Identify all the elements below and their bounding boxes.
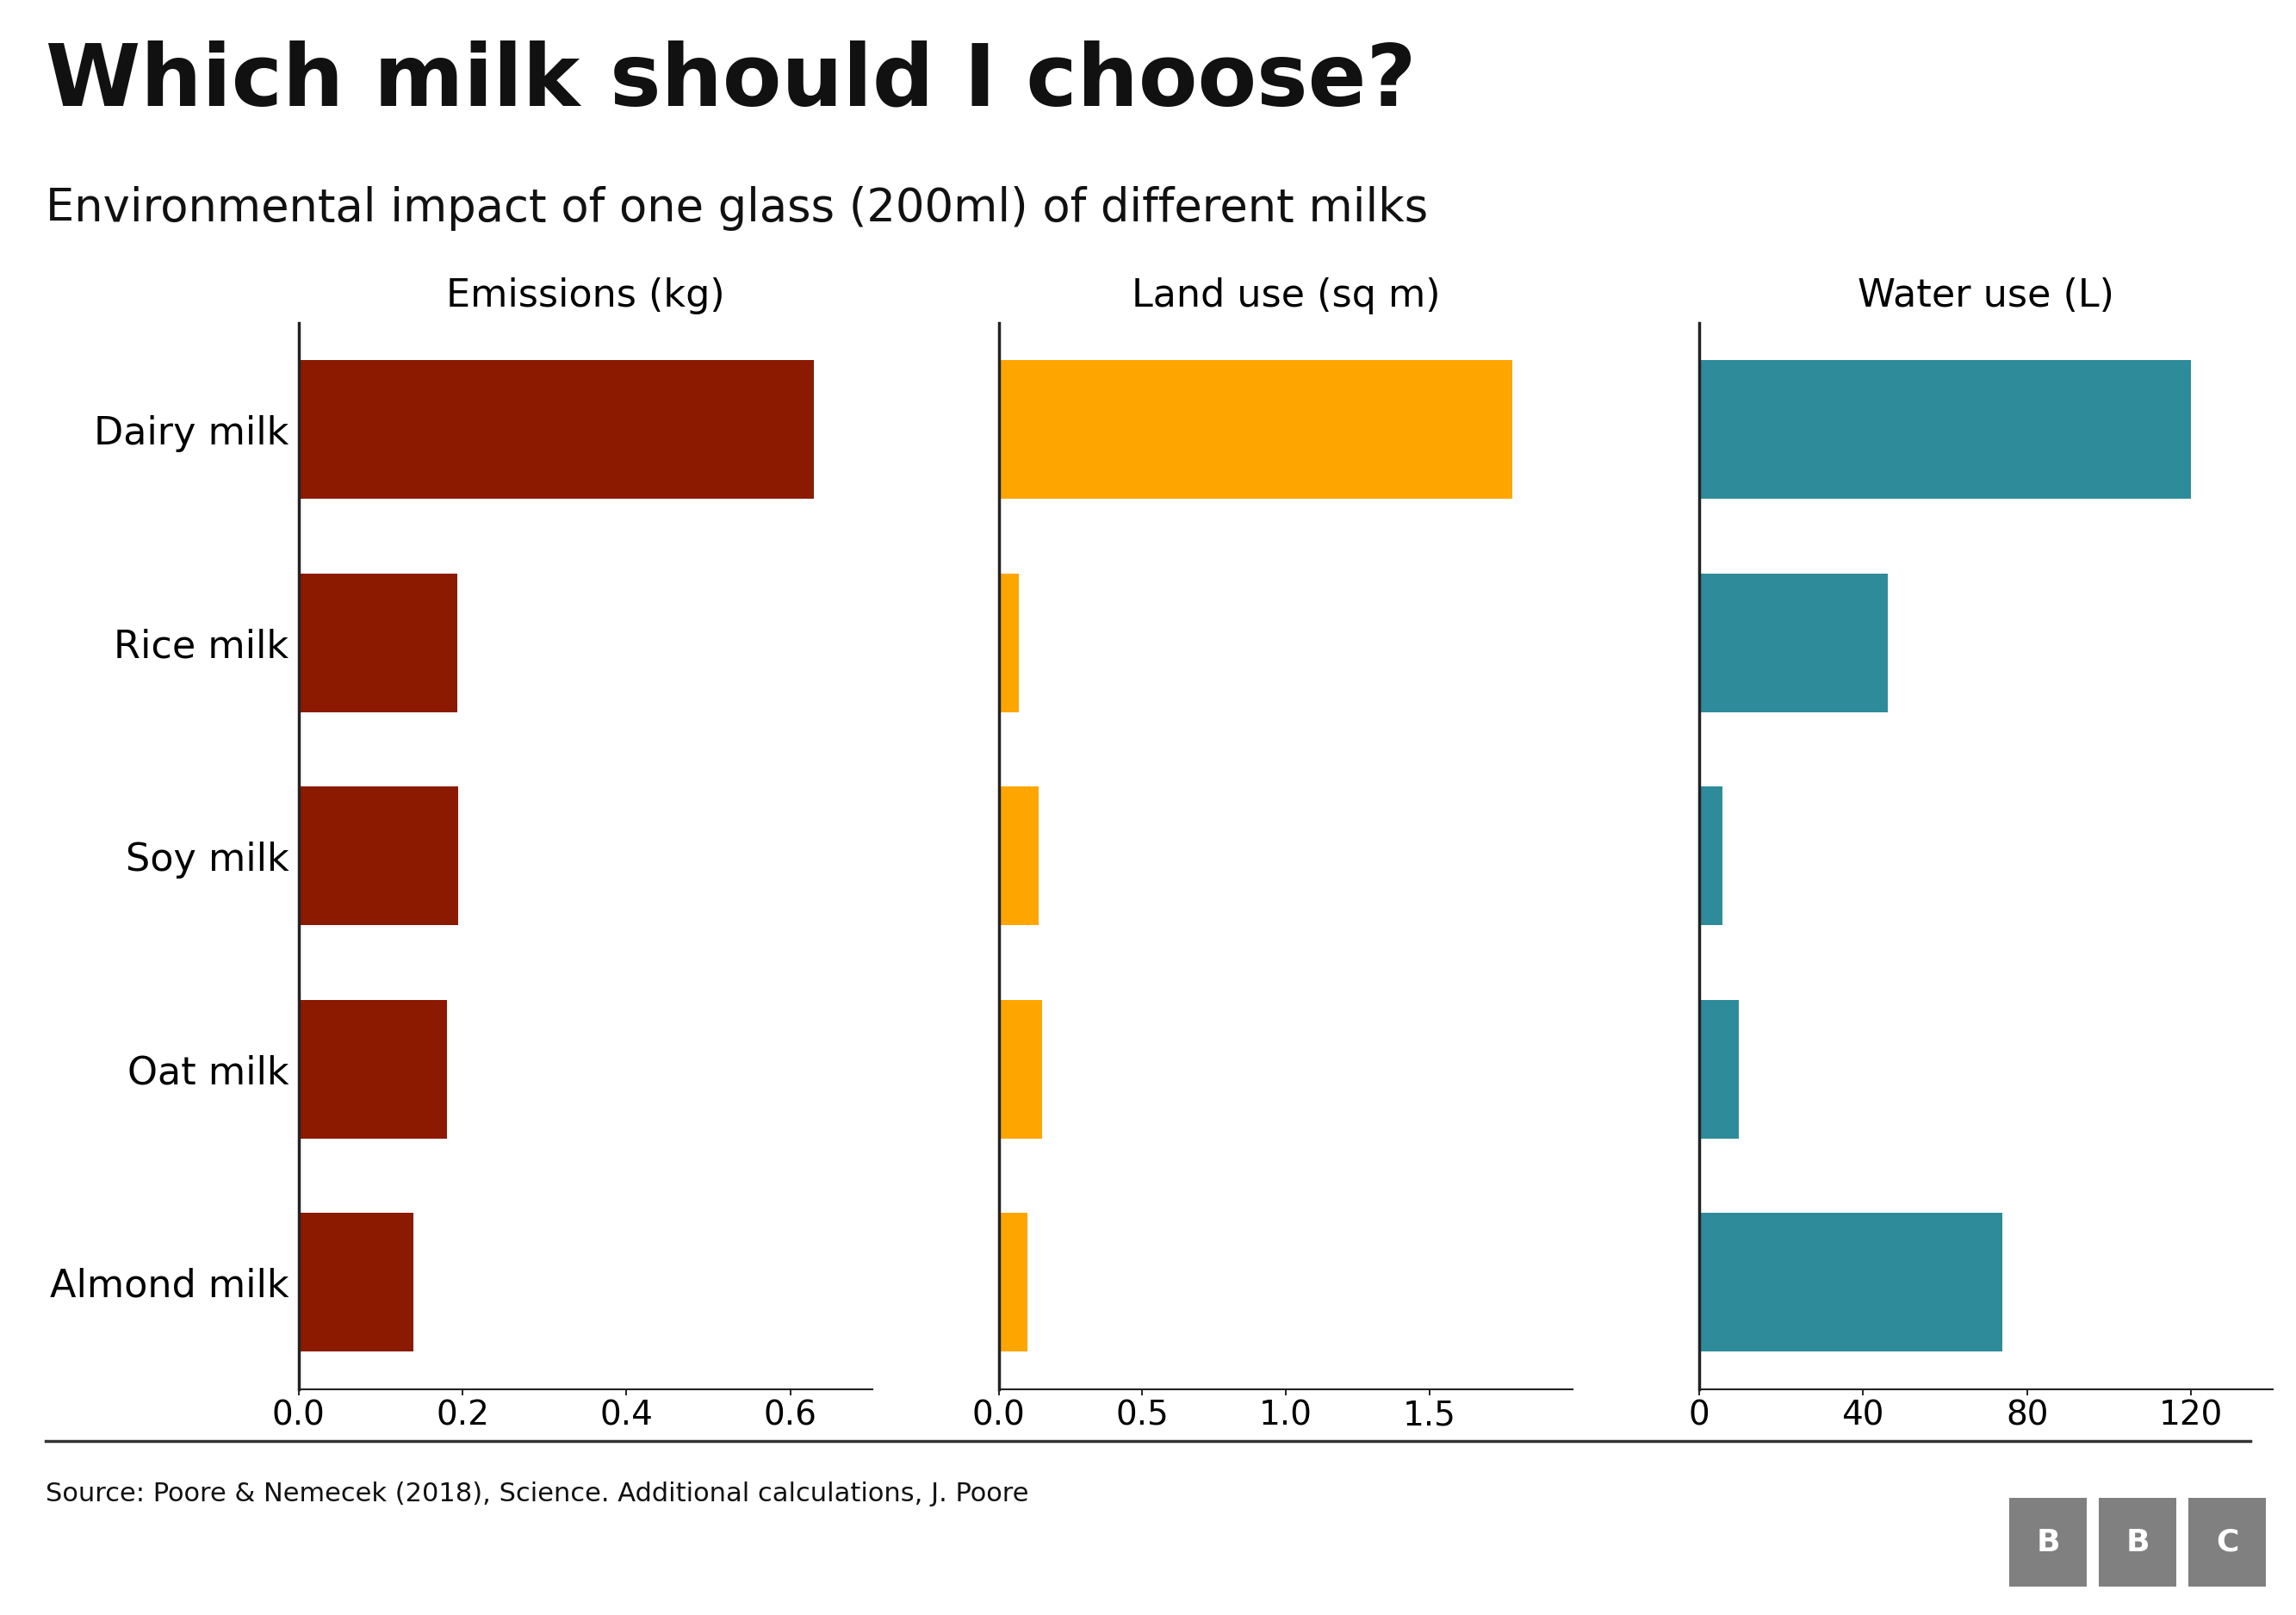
- Bar: [999, 573, 1019, 712]
- Bar: [1699, 360, 2190, 499]
- Text: Source: Poore & Nemecek (2018), Science. Additional calculations, J. Poore: Source: Poore & Nemecek (2018), Science.…: [46, 1481, 1029, 1507]
- Bar: [298, 787, 459, 925]
- Text: Which milk should I choose?: Which milk should I choose?: [46, 40, 1417, 124]
- Bar: [999, 787, 1038, 925]
- Bar: [1699, 1213, 2002, 1352]
- Bar: [999, 1000, 1042, 1139]
- Bar: [298, 360, 813, 499]
- Bar: [999, 1213, 1029, 1352]
- Bar: [1699, 573, 1887, 712]
- Title: Water use (L): Water use (L): [1857, 276, 2115, 313]
- Bar: [298, 1000, 448, 1139]
- Bar: [1699, 1000, 1740, 1139]
- Title: Emissions (kg): Emissions (kg): [445, 276, 726, 313]
- Text: B: B: [2126, 1528, 2149, 1557]
- Bar: [1699, 787, 1722, 925]
- Text: C: C: [2216, 1528, 2239, 1557]
- Text: B: B: [2037, 1528, 2060, 1557]
- Text: Environmental impact of one glass (200ml) of different milks: Environmental impact of one glass (200ml…: [46, 186, 1428, 231]
- Bar: [298, 1213, 413, 1352]
- Bar: [999, 360, 1513, 499]
- Bar: [298, 573, 457, 712]
- Title: Land use (sq m): Land use (sq m): [1132, 276, 1440, 313]
